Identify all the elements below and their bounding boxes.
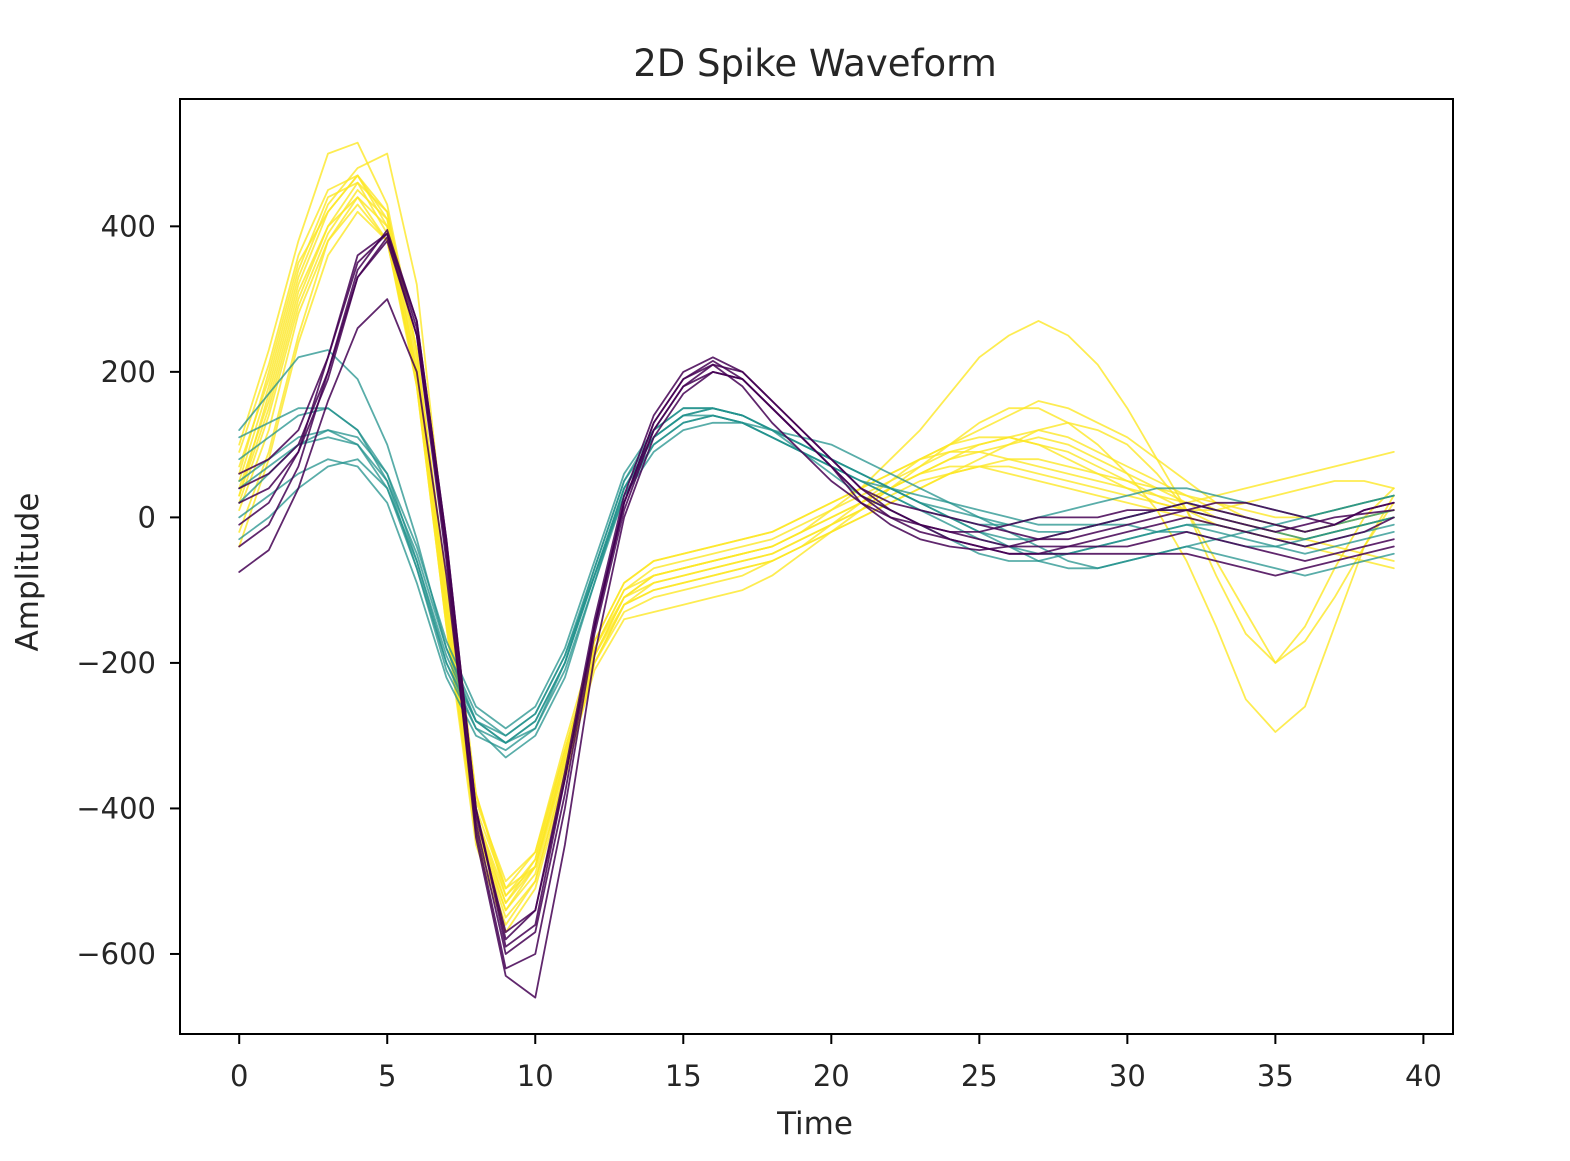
x-tick-label: 15 [665, 1059, 702, 1093]
y-axis-label: Amplitude [10, 493, 46, 652]
series-layer [238, 141, 1395, 999]
plot-frame [179, 98, 1454, 1035]
series-line-purple-3 [238, 298, 1395, 955]
chart-title: 2D Spike Waveform [633, 42, 997, 85]
series-line-teal-9 [238, 407, 1395, 744]
y-tick-label: −600 [76, 937, 156, 971]
x-tick-label: 40 [1405, 1059, 1442, 1093]
x-tick-label: 5 [378, 1059, 396, 1093]
series-line-teal-10 [238, 414, 1395, 744]
x-tick-label: 10 [517, 1059, 554, 1093]
series-line-teal-11 [238, 407, 1395, 737]
x-tick-label: 0 [230, 1059, 248, 1093]
y-tick-label: 200 [101, 355, 156, 389]
x-tick-label: 30 [1109, 1059, 1146, 1093]
x-tick-label: 35 [1257, 1059, 1294, 1093]
series-line-teal-13 [238, 421, 1395, 737]
x-tick-label: 25 [961, 1059, 998, 1093]
x-axis-label: Time [776, 1106, 853, 1142]
y-tick-label: −400 [76, 791, 156, 825]
ticks-layer: 0 5 10 15 20 25 30 35 40 −600 −400 −200 0 200 400 [76, 209, 1442, 1093]
series-line-yellow-17 [238, 141, 1395, 890]
y-tick-label: 400 [101, 209, 156, 243]
series-line-purple-4 [238, 232, 1395, 941]
y-tick-label: −200 [76, 646, 156, 680]
series-line-purple-5 [238, 236, 1395, 933]
y-tick-label: 0 [138, 500, 156, 534]
series-line-yellow-25 [238, 174, 1395, 890]
x-tick-label: 20 [813, 1059, 850, 1093]
series-line-yellow-24 [238, 210, 1395, 919]
series-line-yellow-23 [238, 174, 1395, 883]
